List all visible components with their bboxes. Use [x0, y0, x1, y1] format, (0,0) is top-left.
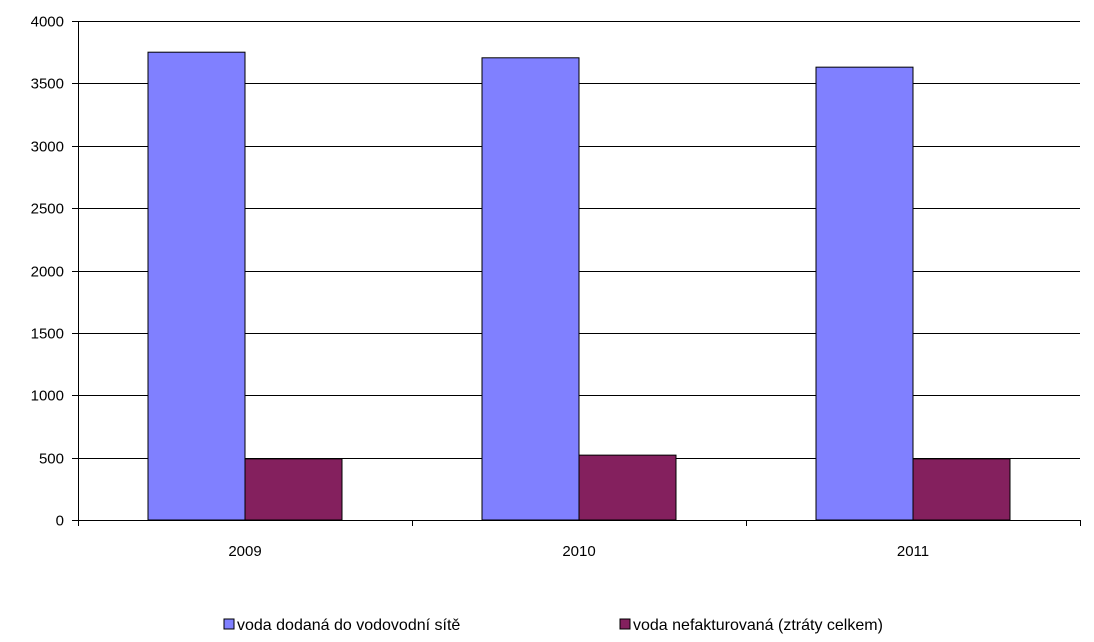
x-tick-labels: 2009 2010 2011 [228, 543, 929, 560]
y-tick-label-500: 500 [39, 451, 64, 468]
legend: voda dodaná do vodovodní sítě voda nefakt… [223, 617, 883, 634]
bar-2009-series-2 [244, 458, 343, 521]
x-tick-label-2011: 2011 [897, 543, 929, 560]
y-tick-label-0: 0 [56, 513, 64, 530]
axes [72, 21, 1081, 526]
legend-label-2: voda nefakturovaná (ztráty celkem) [633, 617, 883, 634]
bars [147, 51, 1011, 521]
x-tick-label-2010: 2010 [562, 543, 595, 560]
bar-2010-series-2 [578, 454, 677, 521]
bar-2011-series-2 [912, 458, 1011, 521]
bar-2009-series-1 [147, 51, 246, 521]
y-tick-label-4000: 4000 [31, 14, 64, 31]
bar-2011-series-1 [815, 66, 914, 521]
y-tick-label-1500: 1500 [31, 326, 64, 343]
y-tick-label-1000: 1000 [31, 388, 64, 405]
y-tick-label-3500: 3500 [31, 76, 64, 93]
y-tick-labels: 0 500 1000 1500 2000 2500 3000 3500 4000 [31, 14, 64, 530]
y-tick-label-3000: 3000 [31, 139, 64, 156]
y-tick-label-2500: 2500 [31, 201, 64, 218]
y-tick-label-2000: 2000 [31, 264, 64, 281]
bar-2010-series-1 [481, 57, 580, 521]
legend-swatch-1 [223, 618, 235, 630]
legend-label-1: voda dodaná do vodovodní sítě [237, 617, 460, 634]
x-tick-label-2009: 2009 [228, 543, 261, 560]
legend-swatch-2 [619, 618, 631, 630]
